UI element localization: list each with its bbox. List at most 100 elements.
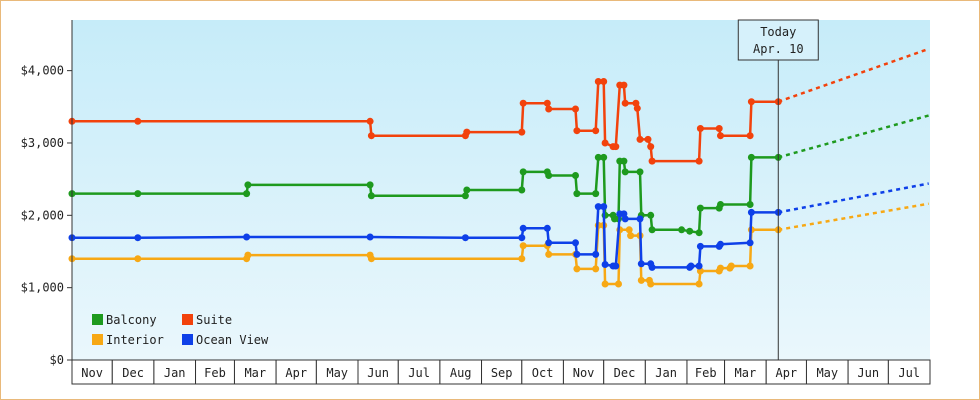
- data-point: [601, 280, 609, 288]
- data-point: [543, 224, 551, 232]
- data-point: [695, 280, 703, 288]
- data-point: [648, 226, 656, 234]
- legend: Balcony Suite Interior Ocean View: [92, 313, 269, 347]
- data-point: [545, 239, 553, 247]
- x-tick-label: Sep: [491, 366, 513, 380]
- y-tick-label: $1,000: [21, 281, 64, 295]
- data-point: [612, 143, 620, 151]
- month-cell: [724, 359, 767, 385]
- legend-label: Suite: [196, 313, 232, 327]
- data-point: [620, 81, 628, 89]
- data-point: [686, 227, 694, 235]
- data-point: [463, 186, 471, 194]
- data-point: [572, 239, 579, 247]
- x-tick-label: Nov: [81, 366, 103, 380]
- legend-swatch: [92, 314, 103, 325]
- month-cell: [603, 359, 646, 385]
- x-tick-label: Mar: [735, 366, 757, 380]
- legend-label: Interior: [106, 333, 164, 347]
- data-point: [367, 132, 375, 140]
- x-tick-label: Jul: [408, 366, 430, 380]
- data-point: [461, 192, 469, 200]
- month-cell: [153, 359, 197, 385]
- data-point: [612, 262, 620, 270]
- data-point: [573, 265, 581, 273]
- series-projection: [778, 202, 929, 232]
- data-point: [747, 153, 755, 161]
- x-tick-label: Dec: [122, 366, 144, 380]
- data-point: [518, 186, 526, 194]
- data-point: [518, 234, 526, 242]
- data-point: [625, 226, 633, 234]
- month-cell: [887, 359, 931, 385]
- data-point: [620, 157, 628, 165]
- month-cell: [805, 359, 849, 385]
- data-point: [636, 168, 644, 176]
- y-tick-label: $0: [50, 353, 64, 367]
- axis-layer: $0 $1,000 $2,000 $3,000 $4,000 Nov Dec Jan Feb Ma…: [21, 20, 931, 385]
- x-tick-label: Nov: [573, 366, 595, 380]
- x-tick-label: May: [816, 366, 838, 380]
- data-point: [519, 224, 527, 232]
- data-point: [367, 255, 375, 263]
- month-cell: [686, 359, 726, 385]
- series-ocean-view: [68, 182, 929, 271]
- data-point: [573, 190, 581, 198]
- x-tick-label: Apr: [285, 366, 307, 380]
- data-point: [592, 250, 600, 258]
- month-cell: [397, 359, 441, 385]
- data-point: [644, 135, 652, 143]
- data-point: [746, 201, 754, 208]
- data-point: [572, 105, 579, 113]
- data-point: [243, 190, 251, 198]
- data-point: [573, 250, 581, 258]
- x-tick-label: Jun: [367, 366, 389, 380]
- data-point: [134, 234, 142, 242]
- data-point: [519, 168, 527, 176]
- data-point: [696, 125, 704, 132]
- data-point: [695, 262, 703, 270]
- data-point: [647, 143, 655, 151]
- data-point: [594, 153, 602, 161]
- x-tick-label: Oct: [532, 366, 554, 380]
- data-point: [678, 226, 686, 234]
- x-tick-label: Jan: [655, 366, 677, 380]
- data-point: [687, 262, 695, 270]
- data-point: [461, 234, 469, 242]
- data-point: [545, 172, 553, 179]
- series-suite: [68, 47, 930, 165]
- data-point: [518, 255, 526, 263]
- today-box: [737, 19, 819, 61]
- data-point: [600, 153, 608, 161]
- legend-item: Ocean View: [182, 333, 269, 347]
- month-cell: [315, 359, 359, 385]
- series-projection: [778, 182, 929, 214]
- data-point: [592, 127, 600, 135]
- month-cell: [481, 359, 523, 385]
- data-point: [637, 276, 645, 284]
- x-tick-label: Jan: [164, 366, 186, 380]
- data-point: [715, 125, 723, 132]
- month-cell: [275, 359, 317, 385]
- data-point: [366, 181, 374, 189]
- data-point: [367, 192, 375, 200]
- legend-item: Balcony: [92, 313, 157, 327]
- data-point: [601, 139, 609, 147]
- data-point: [545, 105, 553, 113]
- data-point: [647, 211, 655, 219]
- data-point: [637, 260, 645, 268]
- today-date: Apr. 10: [753, 42, 804, 56]
- data-point: [648, 263, 656, 271]
- data-point: [594, 78, 602, 85]
- x-tick-label: Feb: [695, 366, 717, 380]
- data-point: [543, 99, 551, 107]
- today-label: Today: [760, 25, 796, 39]
- data-point: [573, 127, 581, 135]
- x-tick-label: Mar: [244, 366, 266, 380]
- data-point: [636, 135, 644, 143]
- month-cell: [521, 359, 564, 385]
- x-tick-label: Feb: [204, 366, 226, 380]
- data-point: [621, 168, 629, 176]
- data-point: [727, 262, 735, 270]
- data-point: [134, 255, 142, 263]
